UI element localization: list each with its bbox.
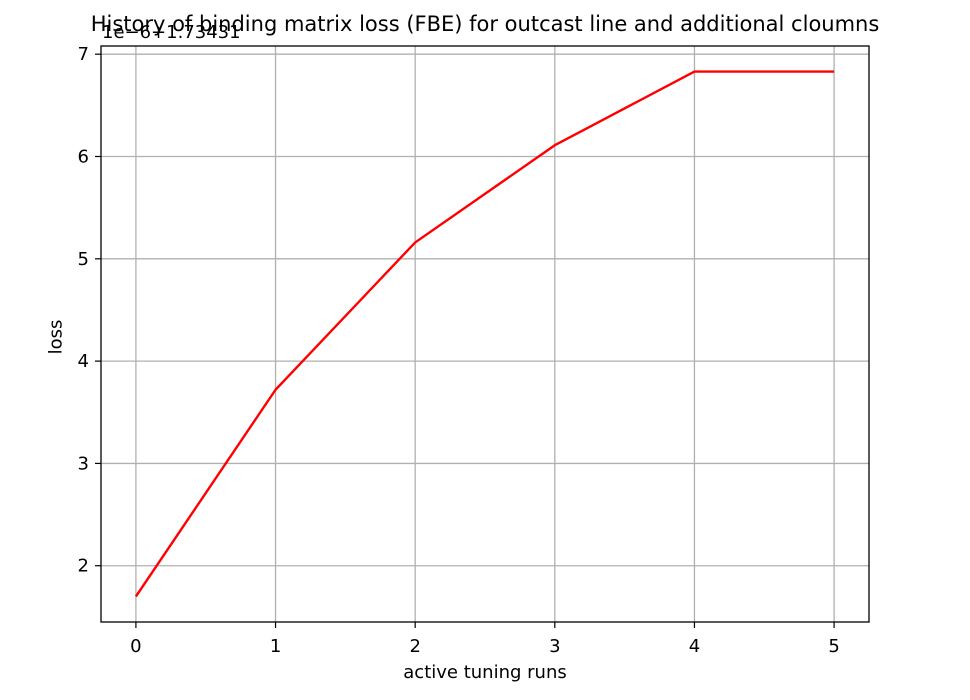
x-tick-label: 5 (828, 636, 839, 657)
grid-lines (101, 46, 869, 622)
x-tick-label: 2 (409, 636, 420, 657)
y-tick-label: 7 (78, 44, 89, 65)
y-tick-label: 5 (78, 249, 89, 270)
x-tick-label: 1 (270, 636, 281, 657)
y-tick-label: 4 (78, 351, 89, 372)
plot-frame (100, 45, 870, 623)
x-axis-label: active tuning runs (403, 662, 567, 683)
y-axis-label: loss (45, 319, 67, 355)
x-tick-label: 4 (689, 636, 700, 657)
y-axis-ticks: 2 3 4 5 6 7 (78, 44, 101, 577)
y-tick-label: 2 (78, 556, 89, 577)
x-tick-label: 3 (549, 636, 560, 657)
y-axis-offset-label: 1e−6+1.73431 (102, 22, 241, 43)
series-group (134, 70, 835, 598)
x-axis-ticks: 0 1 2 3 4 5 (130, 622, 840, 657)
y-tick-label: 3 (78, 453, 89, 474)
series-line-0 (134, 70, 835, 598)
y-tick-label: 6 (78, 146, 89, 167)
x-tick-label: 0 (130, 636, 141, 657)
chart-title: History of binding matrix loss (FBE) for… (90, 12, 880, 36)
